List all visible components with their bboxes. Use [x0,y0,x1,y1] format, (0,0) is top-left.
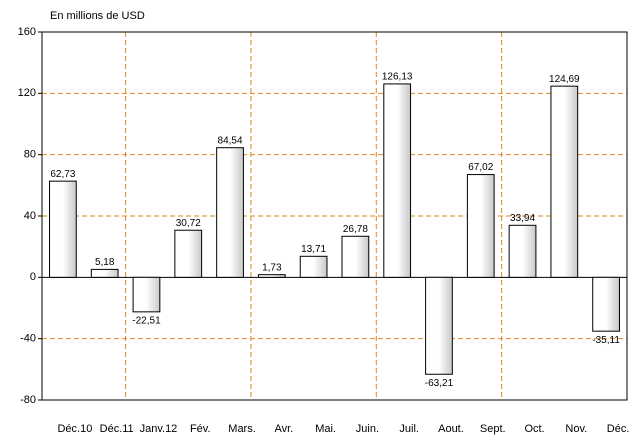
bar [299,255,328,278]
y-tick-label: -80 [20,394,36,406]
value-label: 26,78 [343,224,368,235]
bar [383,83,412,278]
x-tick-label: Juin. [356,423,379,435]
bar [174,229,203,278]
value-label: -22,51 [132,315,161,326]
x-tick-label: Mai. [315,423,336,435]
value-label: 67,02 [468,162,493,173]
bar [466,174,495,278]
x-tick-label: Déc. [607,423,630,435]
value-label: 33,94 [510,213,535,224]
x-tick-label: Avr. [274,423,293,435]
plot-frame [41,31,628,401]
y-tick-label: 0 [30,271,36,283]
x-tick-label: Janv.12 [140,423,178,435]
y-tick-label: 40 [24,210,36,222]
x-tick-label: Oct. [524,423,544,435]
x-tick-label: Déc.11 [100,423,134,435]
x-tick-label: Aout. [438,423,464,435]
value-label: -63,21 [425,378,454,389]
bar [550,85,579,278]
bar [592,276,620,332]
bar [257,274,286,278]
bar [216,147,244,278]
value-label: 30,72 [176,218,201,229]
bar [90,268,119,278]
x-tick-label: Fév. [190,423,211,435]
value-label: 126,13 [382,72,413,83]
value-label: 84,54 [218,135,243,146]
bar [508,224,537,278]
axis-title: En millions de USD [50,10,145,22]
y-tick-label: -40 [20,333,36,345]
value-label: -35,11 [592,335,620,346]
value-label: 1,73 [262,262,282,273]
value-label: 124,69 [549,74,580,85]
x-tick-label: Déc.10 [57,423,92,435]
x-tick-label: Nov. [565,423,587,435]
bar [341,235,370,278]
bar [49,180,77,278]
y-tick-label: 120 [18,87,36,99]
bar [132,276,161,313]
value-label: 62,73 [50,169,75,180]
value-label: 5,18 [95,257,115,268]
bar [425,276,453,375]
x-tick-label: Sept. [480,423,506,435]
x-tick-label: Juil. [399,423,419,435]
y-tick-label: 160 [18,26,36,38]
value-label: 13,71 [301,244,326,255]
x-tick-label: Mars. [228,423,256,435]
y-tick-label: 80 [24,149,36,161]
